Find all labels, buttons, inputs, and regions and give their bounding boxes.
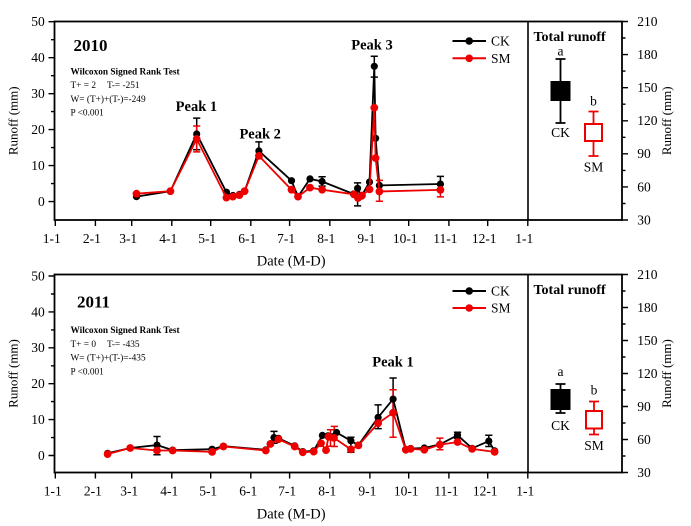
svg-text:120: 120 xyxy=(637,113,658,128)
svg-text:11-1: 11-1 xyxy=(433,231,457,246)
svg-text:9-1: 9-1 xyxy=(357,231,375,246)
svg-text:SM: SM xyxy=(584,160,604,175)
svg-text:8-1: 8-1 xyxy=(317,231,335,246)
svg-text:30: 30 xyxy=(637,465,651,480)
svg-text:3-1: 3-1 xyxy=(119,231,137,246)
svg-text:Total runoff: Total runoff xyxy=(534,283,607,298)
svg-text:CK: CK xyxy=(551,418,570,433)
svg-text:Peak 1: Peak 1 xyxy=(176,99,217,115)
svg-text:Runoff (mm): Runoff (mm) xyxy=(659,86,674,155)
svg-text:SM: SM xyxy=(491,301,511,316)
svg-text:CK: CK xyxy=(551,125,570,140)
svg-text:6-1: 6-1 xyxy=(238,231,256,246)
svg-text:8-1: 8-1 xyxy=(318,484,336,499)
svg-text:7-1: 7-1 xyxy=(278,484,296,499)
svg-text:P <0.001: P <0.001 xyxy=(71,368,105,378)
svg-text:5-1: 5-1 xyxy=(199,484,217,499)
svg-text:SM: SM xyxy=(491,51,511,66)
svg-text:SM: SM xyxy=(584,438,604,453)
svg-text:50: 50 xyxy=(31,14,45,29)
svg-text:40: 40 xyxy=(31,50,45,65)
svg-text:40: 40 xyxy=(31,304,45,319)
svg-text:150: 150 xyxy=(637,80,658,95)
svg-text:210: 210 xyxy=(637,267,658,282)
svg-text:T+ = 2: T+ = 2 xyxy=(71,81,97,91)
svg-text:T+ = 0: T+ = 0 xyxy=(71,340,97,350)
svg-text:120: 120 xyxy=(637,366,658,381)
svg-text:20: 20 xyxy=(31,122,45,137)
svg-text:Peak 3: Peak 3 xyxy=(351,37,392,53)
svg-text:1-1: 1-1 xyxy=(44,484,62,499)
svg-text:Wilcoxon Signed Rank Test: Wilcoxon Signed Rank Test xyxy=(71,326,181,336)
svg-text:Peak 2: Peak 2 xyxy=(239,127,280,143)
svg-text:60: 60 xyxy=(637,432,651,447)
svg-text:Total runoff: Total runoff xyxy=(534,30,607,45)
svg-text:3-1: 3-1 xyxy=(120,484,138,499)
svg-text:2010: 2010 xyxy=(74,36,108,55)
svg-text:P <0.001: P <0.001 xyxy=(71,108,105,118)
svg-text:30: 30 xyxy=(637,212,651,227)
svg-text:Runoff (mm): Runoff (mm) xyxy=(6,339,21,408)
svg-text:CK: CK xyxy=(491,34,510,49)
svg-text:150: 150 xyxy=(637,333,658,348)
svg-text:CK: CK xyxy=(491,284,510,299)
svg-text:1-1: 1-1 xyxy=(516,484,534,499)
svg-text:30: 30 xyxy=(31,340,45,355)
svg-text:12-1: 12-1 xyxy=(472,231,497,246)
svg-text:210: 210 xyxy=(637,14,658,29)
svg-text:Runoff (mm): Runoff (mm) xyxy=(659,339,674,408)
svg-text:20: 20 xyxy=(31,376,45,391)
svg-text:2-1: 2-1 xyxy=(83,231,101,246)
svg-text:10-1: 10-1 xyxy=(393,231,418,246)
svg-text:9-1: 9-1 xyxy=(358,484,376,499)
svg-text:7-1: 7-1 xyxy=(277,231,295,246)
svg-text:Date (M-D): Date (M-D) xyxy=(257,254,326,270)
svg-text:2-1: 2-1 xyxy=(84,484,102,499)
svg-text:10: 10 xyxy=(31,158,45,173)
svg-text:50: 50 xyxy=(31,268,45,283)
svg-text:4-1: 4-1 xyxy=(160,484,178,499)
svg-text:Peak 1: Peak 1 xyxy=(372,355,413,371)
svg-text:5-1: 5-1 xyxy=(198,231,216,246)
svg-text:10-1: 10-1 xyxy=(394,484,419,499)
svg-text:Date (M-D): Date (M-D) xyxy=(257,507,326,523)
svg-text:2011: 2011 xyxy=(77,293,110,312)
svg-text:12-1: 12-1 xyxy=(473,484,498,499)
svg-text:30: 30 xyxy=(31,86,45,101)
svg-text:T-= -251: T-= -251 xyxy=(107,81,140,91)
svg-text:W= (T+)+(T-)=-435: W= (T+)+(T-)=-435 xyxy=(71,352,146,363)
svg-text:90: 90 xyxy=(637,399,651,414)
svg-text:b: b xyxy=(591,383,598,398)
svg-text:4-1: 4-1 xyxy=(159,231,177,246)
svg-text:6-1: 6-1 xyxy=(239,484,257,499)
svg-text:11-1: 11-1 xyxy=(434,484,458,499)
svg-text:1-1: 1-1 xyxy=(515,231,533,246)
svg-text:W= (T+)+(T-)=-249: W= (T+)+(T-)=-249 xyxy=(71,94,146,105)
svg-text:Wilcoxon Signed Rank Test: Wilcoxon Signed Rank Test xyxy=(71,67,181,77)
svg-text:10: 10 xyxy=(31,412,45,427)
svg-text:b: b xyxy=(590,94,597,109)
svg-text:Runoff (mm): Runoff (mm) xyxy=(6,86,21,155)
svg-text:180: 180 xyxy=(637,47,658,62)
svg-text:180: 180 xyxy=(637,300,658,315)
svg-text:0: 0 xyxy=(38,448,45,463)
svg-text:a: a xyxy=(558,364,564,379)
svg-text:90: 90 xyxy=(637,146,651,161)
svg-text:60: 60 xyxy=(637,179,651,194)
svg-text:1-1: 1-1 xyxy=(43,231,61,246)
svg-text:a: a xyxy=(558,44,564,59)
svg-text:0: 0 xyxy=(38,194,45,209)
svg-text:T-= -435: T-= -435 xyxy=(107,340,140,350)
